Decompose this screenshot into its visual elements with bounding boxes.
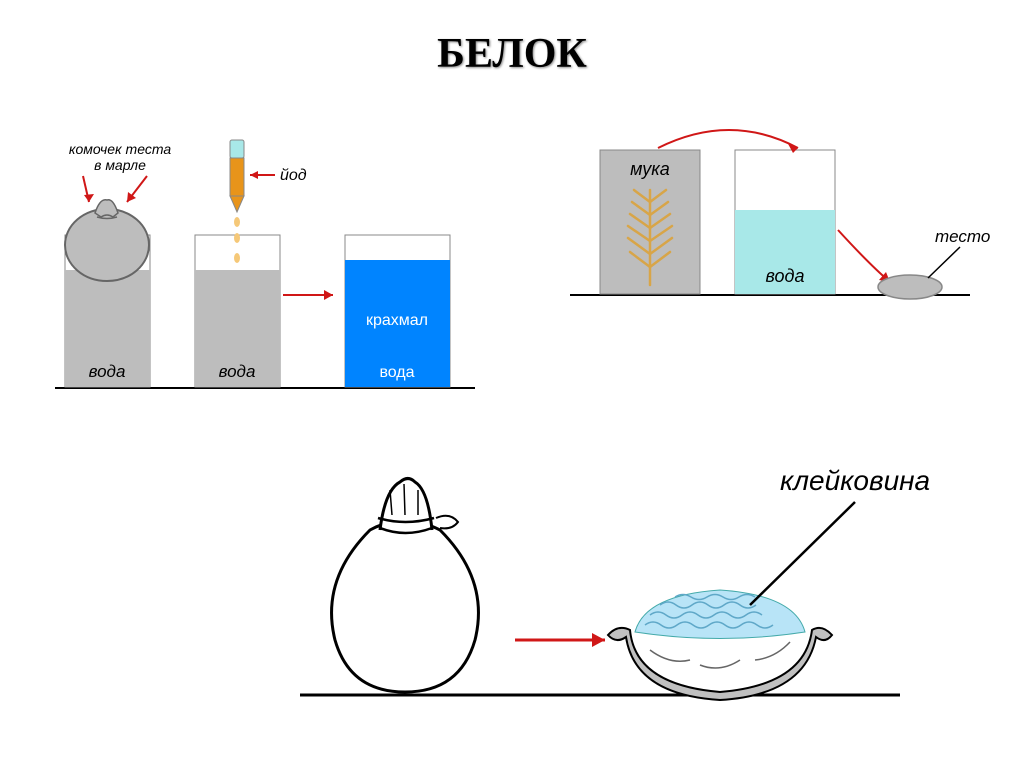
page-title: БЕЛОК — [0, 30, 1024, 78]
dough-bag-icon — [332, 479, 479, 693]
iodine-label: йод — [280, 167, 307, 184]
gluten-cloth-icon — [608, 590, 832, 700]
iodine-test-diagram: вода комочек теста в марле вода йод — [55, 140, 475, 410]
dough-gauze-label-2: в марле — [94, 157, 146, 173]
beaker1-label: вода — [89, 362, 126, 381]
water-label: вода — [766, 266, 805, 286]
dough-gauze-label-1: комочек теста — [69, 141, 171, 157]
gluten-diagram: клейковина — [300, 440, 900, 740]
flour-label: мука — [630, 159, 670, 179]
flour-water-dough-diagram: мука вода тесто — [570, 130, 970, 330]
beaker2-label: вода — [219, 362, 256, 381]
gluten-label: клейковина — [780, 465, 930, 496]
starch-label: крахмал — [366, 312, 428, 329]
dough-label: тесто — [935, 227, 990, 246]
beaker3-water-label: вода — [379, 364, 414, 381]
